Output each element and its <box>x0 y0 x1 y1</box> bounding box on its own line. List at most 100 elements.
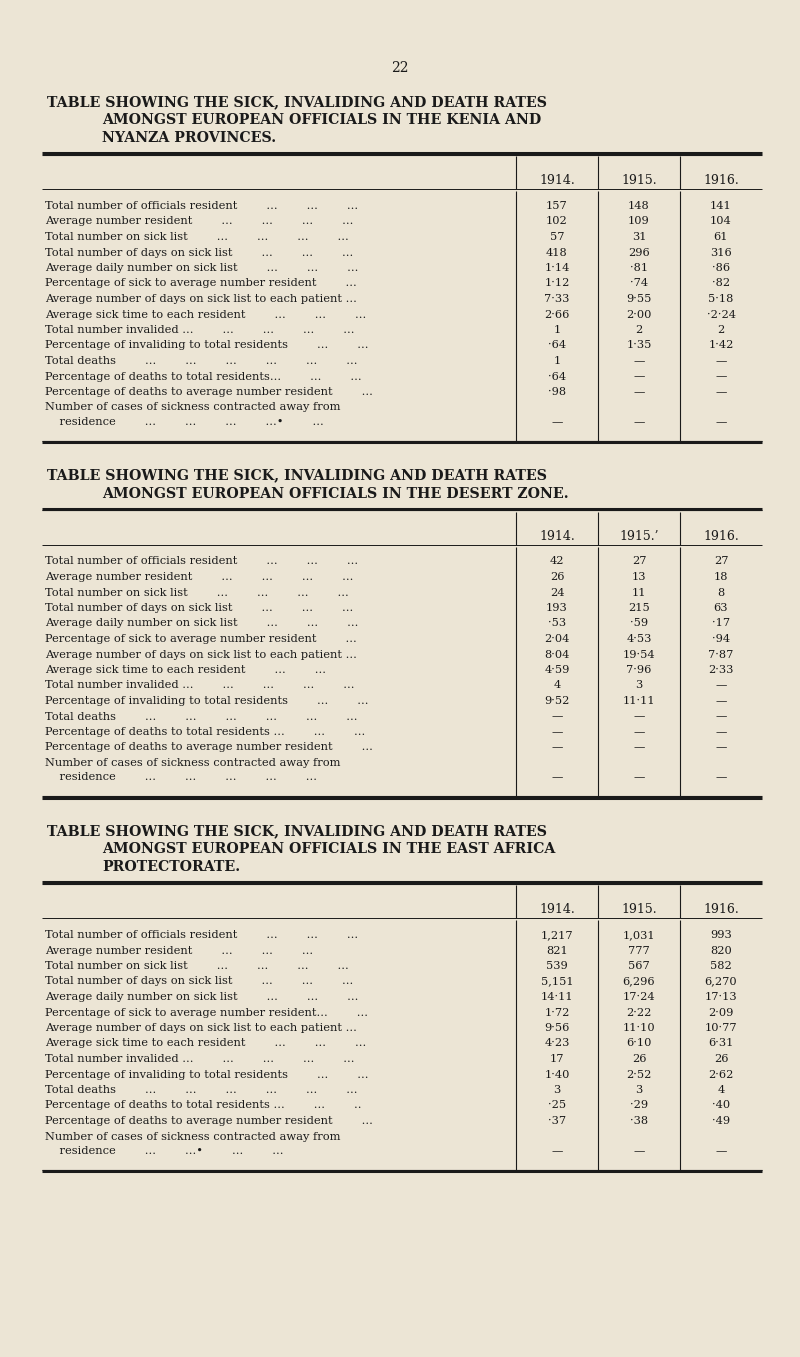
Text: ·37: ·37 <box>548 1115 566 1126</box>
Text: —: — <box>715 742 726 753</box>
Text: 1·35: 1·35 <box>626 341 652 350</box>
Text: 61: 61 <box>714 232 728 242</box>
Text: Percentage of deaths to average number resident        ...: Percentage of deaths to average number r… <box>45 387 373 398</box>
Text: 1·12: 1·12 <box>544 278 570 289</box>
Text: 17·13: 17·13 <box>705 992 738 1001</box>
Text: 1914.: 1914. <box>539 174 575 187</box>
Text: Percentage of invaliding to total residents        ...        ...: Percentage of invaliding to total reside… <box>45 1069 369 1080</box>
Text: AMONGST EUROPEAN OFFICIALS IN THE KENIA AND: AMONGST EUROPEAN OFFICIALS IN THE KENIA … <box>102 113 542 128</box>
Text: 418: 418 <box>546 247 568 258</box>
Text: 820: 820 <box>710 946 732 955</box>
Text: Average number resident        ...        ...        ...        ...: Average number resident ... ... ... ... <box>45 217 354 227</box>
Text: 4·53: 4·53 <box>626 634 652 645</box>
Text: Total number invalided ...        ...        ...        ...        ...: Total number invalided ... ... ... ... .… <box>45 680 354 691</box>
Text: 2·52: 2·52 <box>626 1069 652 1080</box>
Text: 1·42: 1·42 <box>708 341 734 350</box>
Text: Total number on sick list        ...        ...        ...        ...: Total number on sick list ... ... ... ..… <box>45 588 349 597</box>
Text: Total number on sick list        ...        ...        ...        ...: Total number on sick list ... ... ... ..… <box>45 961 349 972</box>
Text: —: — <box>634 372 645 381</box>
Text: 18: 18 <box>714 573 728 582</box>
Text: 4: 4 <box>554 680 561 691</box>
Text: ·38: ·38 <box>630 1115 648 1126</box>
Text: —: — <box>715 772 726 783</box>
Text: 141: 141 <box>710 201 732 210</box>
Text: 1916.: 1916. <box>703 529 739 543</box>
Text: ·49: ·49 <box>712 1115 730 1126</box>
Text: —: — <box>715 680 726 691</box>
Text: 6,270: 6,270 <box>705 977 738 987</box>
Text: 17·24: 17·24 <box>622 992 655 1001</box>
Text: 26: 26 <box>550 573 564 582</box>
Text: 1: 1 <box>554 324 561 335</box>
Text: Total number invalided ...        ...        ...        ...        ...: Total number invalided ... ... ... ... .… <box>45 1054 354 1064</box>
Text: Total number of days on sick list        ...        ...        ...: Total number of days on sick list ... ..… <box>45 977 354 987</box>
Text: Percentage of deaths to average number resident        ...: Percentage of deaths to average number r… <box>45 742 373 753</box>
Text: Total deaths        ...        ...        ...        ...        ...        ...: Total deaths ... ... ... ... ... ... <box>45 711 358 722</box>
Text: ·86: ·86 <box>712 263 730 273</box>
Text: Total number of days on sick list        ...        ...        ...: Total number of days on sick list ... ..… <box>45 247 354 258</box>
Text: 19·54: 19·54 <box>622 650 655 660</box>
Text: 5·18: 5·18 <box>708 294 734 304</box>
Text: Percentage of invaliding to total residents        ...        ...: Percentage of invaliding to total reside… <box>45 696 369 706</box>
Text: —: — <box>715 1147 726 1156</box>
Text: Percentage of sick to average number resident        ...: Percentage of sick to average number res… <box>45 278 357 289</box>
Text: —: — <box>634 742 645 753</box>
Text: Number of cases of sickness contracted away from: Number of cases of sickness contracted a… <box>45 1132 341 1141</box>
Text: ·74: ·74 <box>630 278 648 289</box>
Text: 17: 17 <box>550 1054 564 1064</box>
Text: 539: 539 <box>546 961 568 972</box>
Text: —: — <box>634 772 645 783</box>
Text: 1915.: 1915. <box>621 902 657 916</box>
Text: Percentage of sick to average number resident...        ...: Percentage of sick to average number res… <box>45 1007 368 1018</box>
Text: —: — <box>715 356 726 366</box>
Text: Number of cases of sickness contracted away from: Number of cases of sickness contracted a… <box>45 759 341 768</box>
Text: Average sick time to each resident        ...        ...        ...: Average sick time to each resident ... .… <box>45 309 366 319</box>
Text: ·98: ·98 <box>548 387 566 398</box>
Text: 1914.: 1914. <box>539 529 575 543</box>
Text: 567: 567 <box>628 961 650 972</box>
Text: ·64: ·64 <box>548 341 566 350</box>
Text: —: — <box>715 417 726 427</box>
Text: 3: 3 <box>635 1086 642 1095</box>
Text: 2·09: 2·09 <box>708 1007 734 1018</box>
Text: 157: 157 <box>546 201 568 210</box>
Text: 9·55: 9·55 <box>626 294 652 304</box>
Text: 1·72: 1·72 <box>544 1007 570 1018</box>
Text: Number of cases of sickness contracted away from: Number of cases of sickness contracted a… <box>45 403 341 413</box>
Text: AMONGST EUROPEAN OFFICIALS IN THE DESERT ZONE.: AMONGST EUROPEAN OFFICIALS IN THE DESERT… <box>102 487 569 501</box>
Text: 582: 582 <box>710 961 732 972</box>
Text: 316: 316 <box>710 247 732 258</box>
Text: 3: 3 <box>554 1086 561 1095</box>
Text: —: — <box>551 742 562 753</box>
Text: 104: 104 <box>710 217 732 227</box>
Text: ·29: ·29 <box>630 1101 648 1110</box>
Text: 10·77: 10·77 <box>705 1023 738 1033</box>
Text: 993: 993 <box>710 930 732 940</box>
Text: 296: 296 <box>628 247 650 258</box>
Text: PROTECTORATE.: PROTECTORATE. <box>102 860 240 874</box>
Text: ·64: ·64 <box>548 372 566 381</box>
Text: 2·22: 2·22 <box>626 1007 652 1018</box>
Text: ·81: ·81 <box>630 263 648 273</box>
Text: 24: 24 <box>550 588 564 597</box>
Text: —: — <box>634 727 645 737</box>
Text: 2·00: 2·00 <box>626 309 652 319</box>
Text: —: — <box>634 1147 645 1156</box>
Text: 7·96: 7·96 <box>626 665 652 674</box>
Text: —: — <box>551 417 562 427</box>
Text: 1: 1 <box>554 356 561 366</box>
Text: 1914.: 1914. <box>539 902 575 916</box>
Text: —: — <box>634 356 645 366</box>
Text: —: — <box>634 387 645 398</box>
Text: ·25: ·25 <box>548 1101 566 1110</box>
Text: —: — <box>634 711 645 722</box>
Text: Total deaths        ...        ...        ...        ...        ...        ...: Total deaths ... ... ... ... ... ... <box>45 1086 358 1095</box>
Text: —: — <box>551 772 562 783</box>
Text: ·82: ·82 <box>712 278 730 289</box>
Text: Percentage of deaths to average number resident        ...: Percentage of deaths to average number r… <box>45 1115 373 1126</box>
Text: —: — <box>551 727 562 737</box>
Text: ·2·24: ·2·24 <box>706 309 735 319</box>
Text: —: — <box>715 696 726 706</box>
Text: —: — <box>715 727 726 737</box>
Text: Total number on sick list        ...        ...        ...        ...: Total number on sick list ... ... ... ..… <box>45 232 349 242</box>
